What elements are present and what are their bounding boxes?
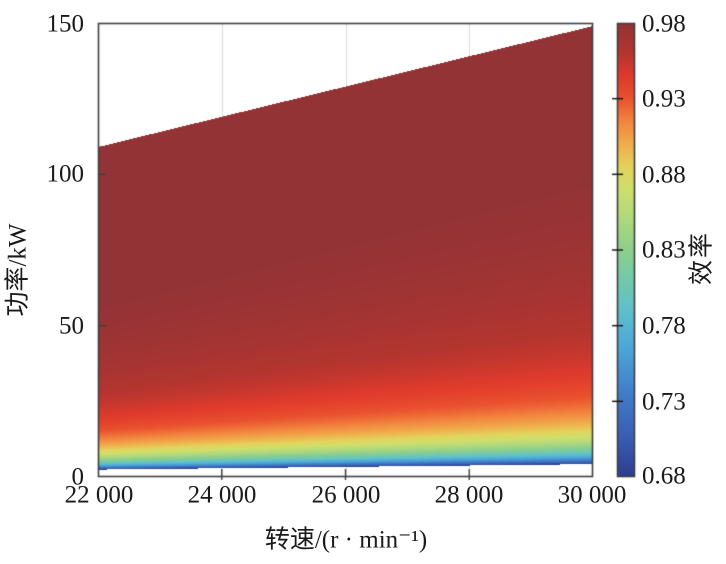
x-tick-24000: 24 000 (187, 481, 257, 509)
x-tick-22000: 22 000 (64, 481, 134, 509)
x-tick-28000: 28 000 (434, 481, 504, 509)
colorbar-label: 效率 (688, 230, 716, 286)
y-tick-150: 150 (46, 10, 85, 38)
cbar-tick-088: 0.88 (642, 161, 686, 189)
y-tick-50: 50 (59, 312, 84, 340)
y-tick-100: 100 (46, 160, 85, 188)
y-axis-label: 功率/kW (4, 223, 32, 317)
cbar-tick-098: 0.98 (642, 10, 686, 38)
cbar-tick-078: 0.78 (642, 312, 686, 340)
cbar-tick-068: 0.68 (642, 462, 686, 490)
y-tick-0: 0 (71, 463, 85, 491)
cbar-tick-083: 0.83 (642, 236, 686, 264)
cbar-tick-073: 0.73 (642, 388, 686, 416)
x-tick-26000: 26 000 (311, 481, 381, 509)
cbar-tick-093: 0.93 (642, 85, 686, 113)
x-axis-label: 转速/(r · min⁻¹) (264, 526, 428, 554)
x-tick-30000: 30 000 (557, 481, 627, 509)
